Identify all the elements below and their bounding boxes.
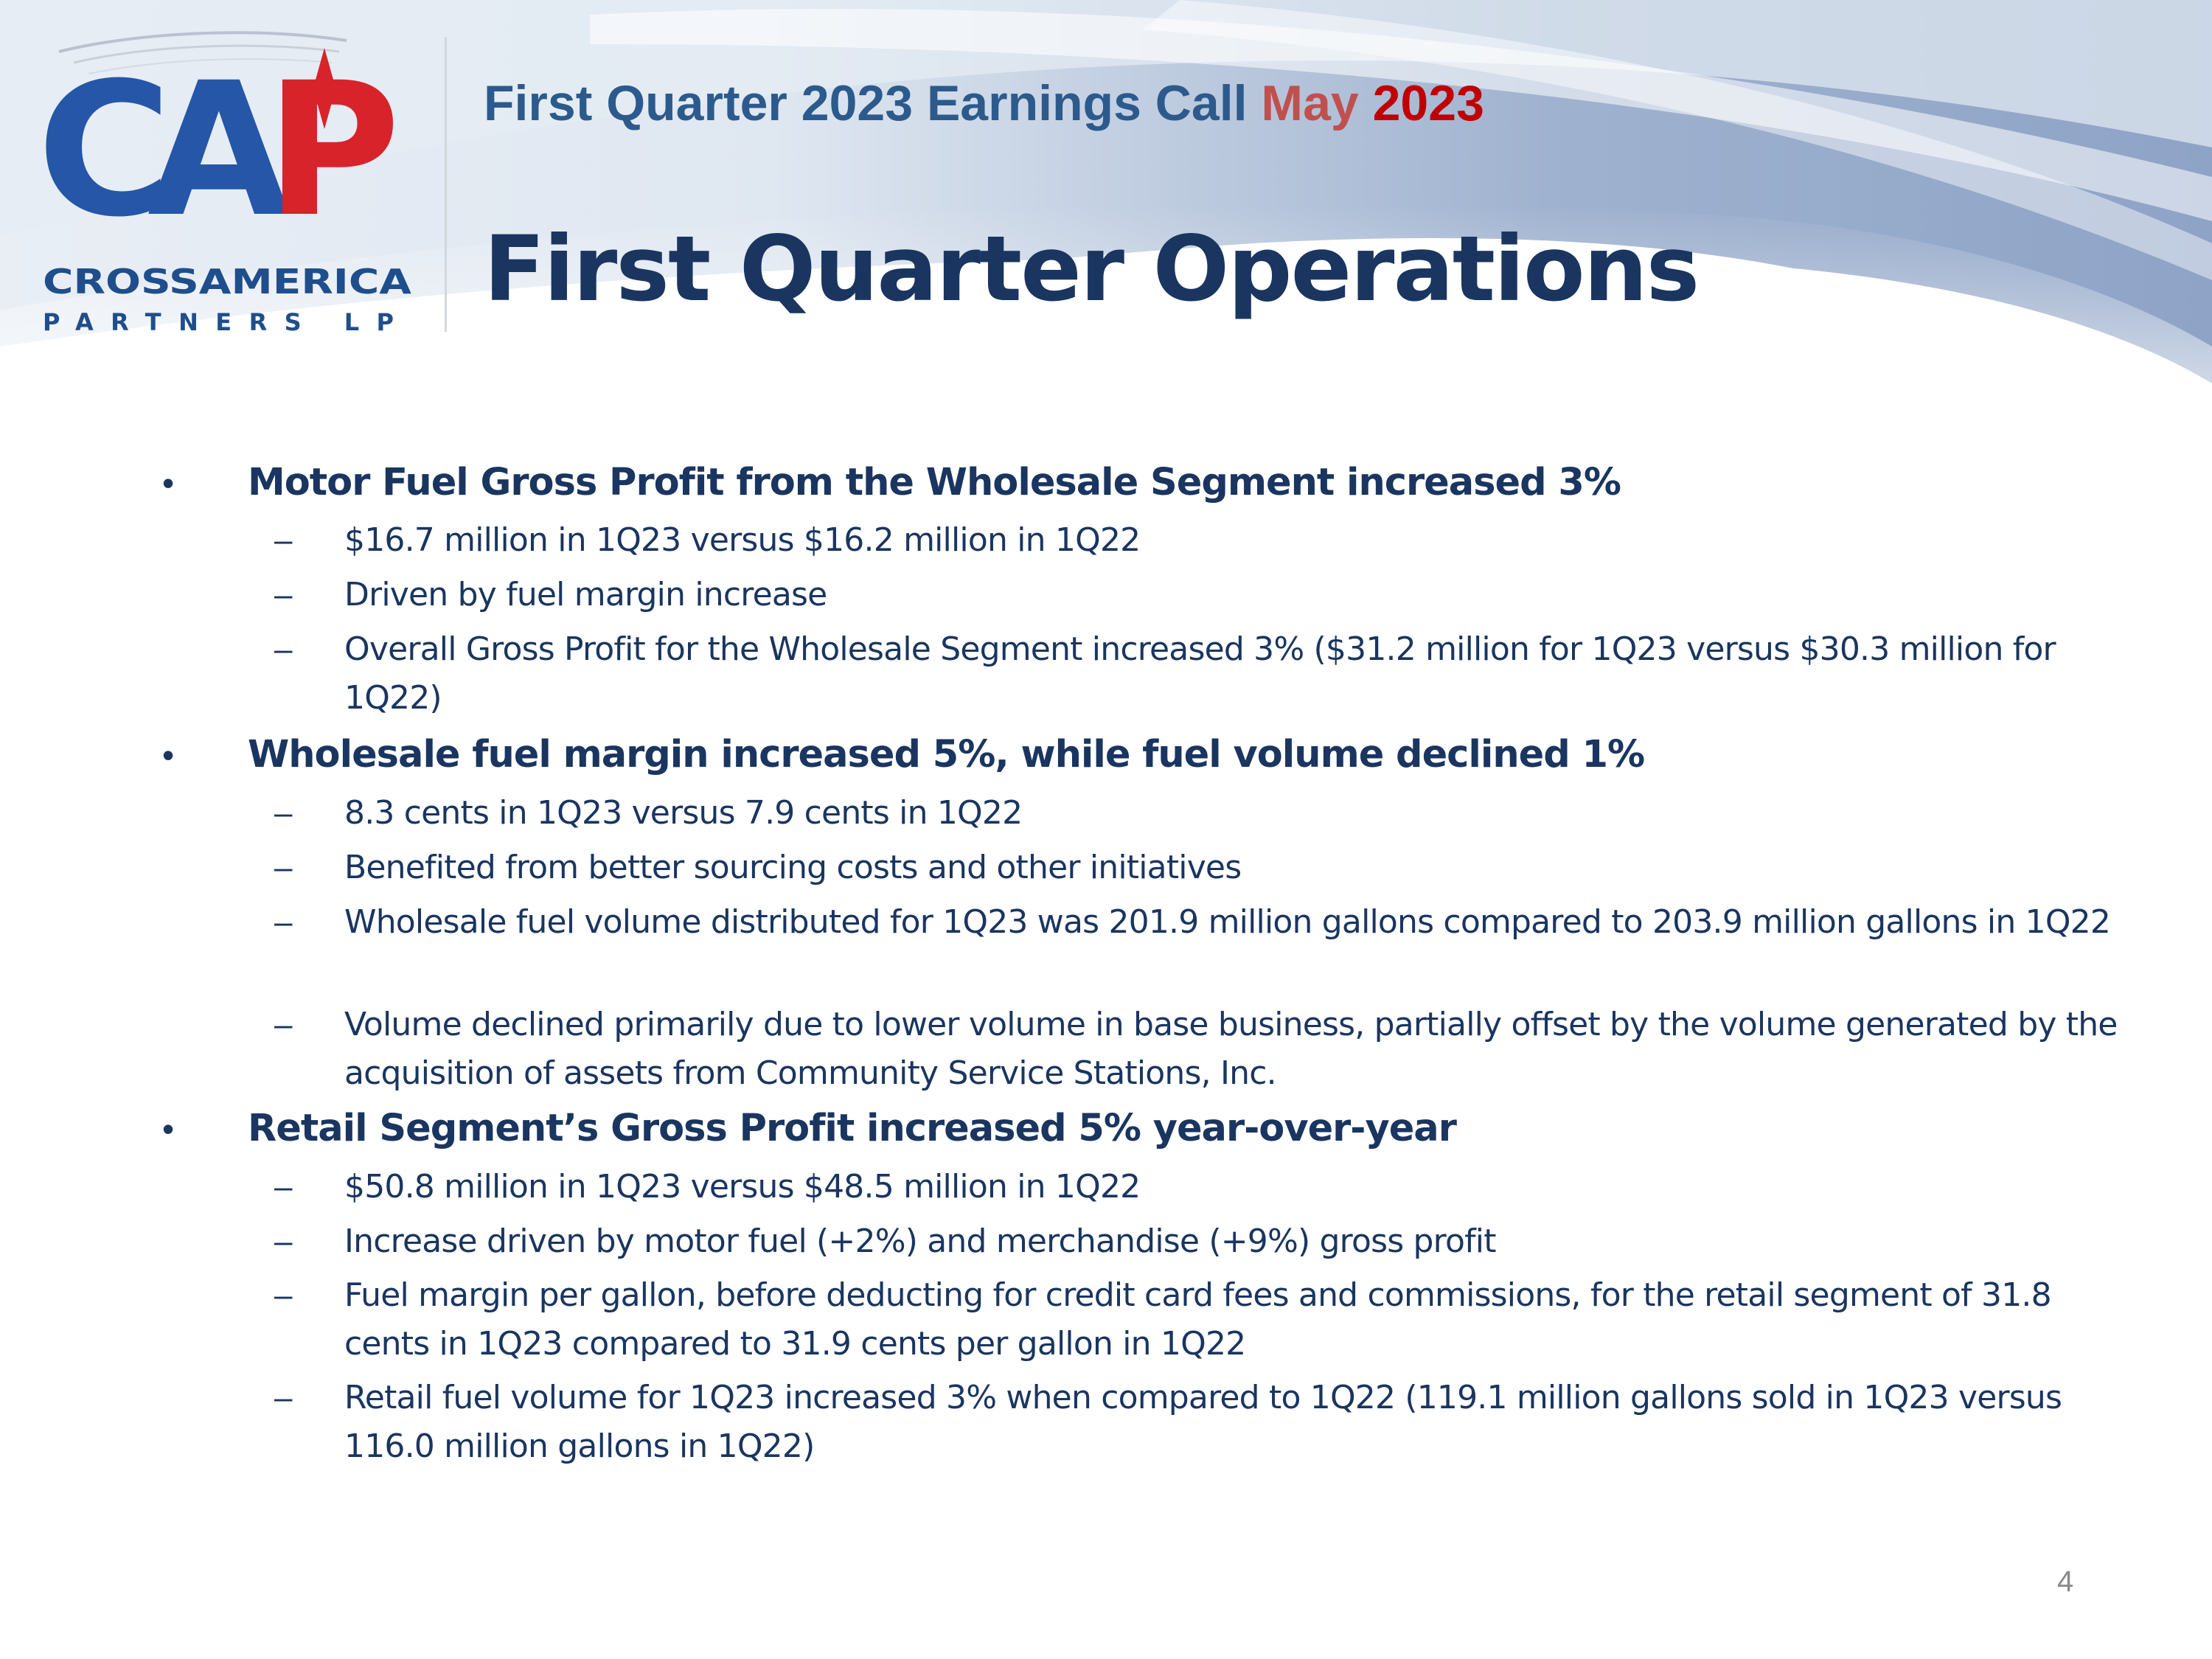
event-month: May	[1261, 75, 1359, 131]
sub-bullet-dash: –	[274, 849, 293, 886]
sub-bullet-text: Wholesale fuel volume distributed for 1Q…	[344, 903, 2111, 941]
sub-bullet-dash: –	[274, 795, 293, 831]
sub-bullet-text: Fuel margin per gallon, before deducting…	[344, 1276, 2052, 1363]
bullet-heading: Motor Fuel Gross Profit from the Wholesa…	[248, 461, 1621, 504]
sub-bullet-dash: –	[274, 577, 293, 613]
sub-bullet-dash: –	[274, 1223, 293, 1259]
logo-divider	[445, 37, 447, 332]
crossamerica-logo: C A P CROSSAMERICA PARTNERS LP	[37, 31, 411, 336]
logo-company-line2: PARTNERS LP	[43, 308, 411, 336]
event-subtitle: First Quarter 2023 Earnings Call May 202…	[484, 74, 1484, 133]
sub-bullet-dash: –	[274, 1277, 293, 1313]
svg-text:P: P	[265, 43, 393, 257]
logo-company-line1: CROSSAMERICA	[43, 262, 411, 302]
bullet-heading: Retail Segment’s Gross Profit increased …	[248, 1107, 1457, 1150]
sub-bullet-text: $16.7 million in 1Q23 versus $16.2 milli…	[344, 521, 1141, 559]
sub-bullet-dash: –	[274, 1169, 293, 1205]
bullet-marker: •	[162, 1110, 175, 1148]
sub-bullet-text: Volume declined primarily due to lower v…	[344, 1006, 2118, 1092]
event-name: First Quarter 2023 Earnings Call	[484, 75, 1248, 131]
sub-bullet-dash: –	[274, 1380, 293, 1416]
sub-bullet-text: Driven by fuel margin increase	[344, 576, 827, 613]
sub-bullet-text: Overall Gross Profit for the Wholesale S…	[344, 630, 2056, 717]
bullet-heading: Wholesale fuel margin increased 5%, whil…	[248, 733, 1645, 776]
event-year: 2023	[1372, 75, 1484, 131]
sub-bullet-dash: –	[274, 522, 293, 558]
sub-bullet-text: Benefited from better sourcing costs and…	[344, 849, 1242, 886]
sub-bullet-text: 8.3 cents in 1Q23 versus 7.9 cents in 1Q…	[344, 794, 1023, 832]
svg-text:C: C	[37, 43, 161, 257]
header-background-swoosh	[0, 0, 2212, 516]
page-number: 4	[2057, 1565, 2074, 1598]
bullet-marker: •	[162, 736, 175, 774]
sub-bullet-text: Retail fuel volume for 1Q23 increased 3%…	[344, 1379, 2062, 1465]
sub-bullet-text: $50.8 million in 1Q23 versus $48.5 milli…	[344, 1168, 1141, 1206]
slide-title: First Quarter Operations	[484, 217, 1700, 321]
sub-bullet-dash: –	[274, 904, 293, 940]
bullet-marker: •	[162, 464, 175, 502]
sub-bullet-text: Increase driven by motor fuel (+2%) and …	[344, 1222, 1496, 1260]
sub-bullet-dash: –	[274, 1006, 293, 1043]
sub-bullet-dash: –	[274, 631, 293, 667]
